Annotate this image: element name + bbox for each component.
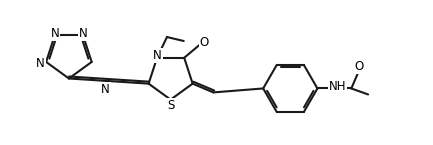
Text: O: O: [354, 60, 363, 73]
Text: N: N: [153, 49, 162, 62]
Text: NH: NH: [329, 80, 346, 93]
Text: N: N: [79, 27, 87, 40]
Text: N: N: [36, 57, 45, 70]
Text: S: S: [167, 99, 174, 112]
Text: O: O: [200, 36, 209, 49]
Text: N: N: [101, 83, 110, 96]
Text: N: N: [51, 27, 59, 40]
